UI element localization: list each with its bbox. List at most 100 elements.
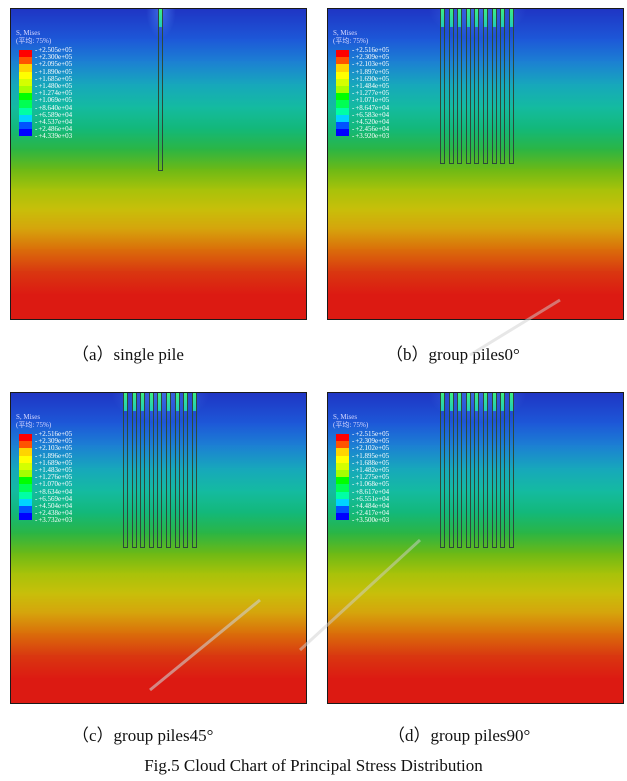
pile [457,393,463,548]
contour-panel-group-piles-0: S, Mises (平均: 75%) +2.516e+05+2.309e+05+… [327,8,624,320]
pile-head-stress [149,393,153,411]
legend-swatch [336,441,349,449]
legend-title: S, Mises [16,29,41,37]
pile [491,9,497,164]
caption-b: （b）group piles0° [386,345,520,364]
legend-value: +8.647e+04 [352,104,389,112]
stress-band [328,249,623,272]
stress-band [328,633,623,656]
legend-value: +1.071e+05 [352,97,389,104]
contour-panel-single-pile: S, Mises (平均: 75%) +2.505e+05+2.300e+05+… [10,8,307,320]
legend-swatch [336,93,349,101]
pile-head-stress [441,9,444,27]
legend-value: +2.456e+04 [352,126,389,133]
legend-swatch [19,455,32,463]
legend-value: +4.537e+04 [35,119,72,126]
stress-band [328,593,623,614]
legend-swatch [19,513,32,521]
legend-swatch [19,434,32,442]
legend-scale: +2.505e+05+2.300e+05+2.095e+05+1.890e+05… [16,47,72,143]
legend-swatch [19,114,32,122]
legend-swatch [19,78,32,86]
stress-band [11,553,306,574]
legend-value: +1.277e+05 [352,90,389,97]
pile-head-stress [475,9,479,27]
stress-band [11,513,306,534]
stress-band [328,149,623,170]
legend-value: +1.276e+05 [35,474,72,481]
stress-band [11,209,306,230]
legend-value: +2.505e+05 [35,47,72,54]
stress-band [11,593,306,614]
pile [508,393,514,548]
pile-head-stress [449,393,453,411]
legend-swatch [19,491,32,499]
pile [483,9,488,164]
legend-value: +3.920e+03 [352,133,389,140]
legend-title: S, Mises [333,29,358,37]
stress-band [328,513,623,534]
stress-band [328,655,623,679]
legend-swatch [19,129,32,137]
pile-head-stress [132,393,136,411]
legend-value: +1.274e+05 [35,90,72,97]
legend-swatch [336,100,349,108]
stress-band [11,249,306,272]
legend-swatch [336,434,349,442]
pile [183,393,189,548]
pile-head-stress [458,9,462,27]
pile [440,393,445,548]
pile-head-stress [141,393,145,411]
pile-head-stress [441,393,444,411]
legend-value: +2.486e+04 [35,126,72,133]
stress-band [328,107,623,130]
legend-value: +4.504e+04 [35,503,72,510]
pile [140,393,146,548]
legend-value: +2.102e+05 [352,445,389,452]
legend-swatch [336,71,349,79]
stress-band [11,491,306,514]
legend-swatch [19,441,32,449]
legend-swatch [19,498,32,506]
legend-value: +1.070e+05 [35,481,72,488]
legend-value: +1.068e+05 [352,481,389,488]
legend-value: +2.438e+04 [35,510,72,517]
legend-swatch [19,71,32,79]
legend-subtitle: (平均: 75%) [333,37,369,45]
legend-value: +2.095e+05 [35,61,72,68]
legend-value: +6.589e+04 [35,111,72,119]
pile-head-stress [184,393,188,411]
legend-swatch [336,462,349,470]
stress-band [328,39,623,62]
pile-head-stress [192,393,196,411]
legend-scale: +2.515e+05+2.309e+05+2.102e+05+1.895e+05… [333,431,389,527]
legend-swatch [19,470,32,478]
stress-band [328,169,623,190]
stress-band [328,294,623,319]
legend-swatch [19,506,32,514]
stress-band [328,189,623,210]
legend-swatch [336,78,349,86]
stress-band [11,573,306,594]
stress-band [11,189,306,210]
legend-value: +1.685e+05 [35,75,72,83]
stress-band [328,573,623,594]
pile [491,393,497,548]
pile [123,393,128,548]
stress-band [11,533,306,554]
pile [148,393,154,548]
legend-value: +2.417e+04 [352,510,389,517]
legend-swatch [19,64,32,72]
legend-swatch [19,448,32,456]
pile [500,9,506,164]
pile-head-stress [475,393,479,411]
contour-legend: S, Mises (平均: 75%) +2.505e+05+2.300e+05+… [16,29,72,143]
legend-swatch [336,129,349,137]
pile-head-stress [466,393,470,411]
legend-swatch [336,470,349,478]
legend-value: +2.516e+05 [35,431,72,438]
legend-swatch [336,86,349,94]
stress-band [328,229,623,250]
stress-band [11,229,306,250]
legend-value: +6.569e+04 [35,495,72,503]
